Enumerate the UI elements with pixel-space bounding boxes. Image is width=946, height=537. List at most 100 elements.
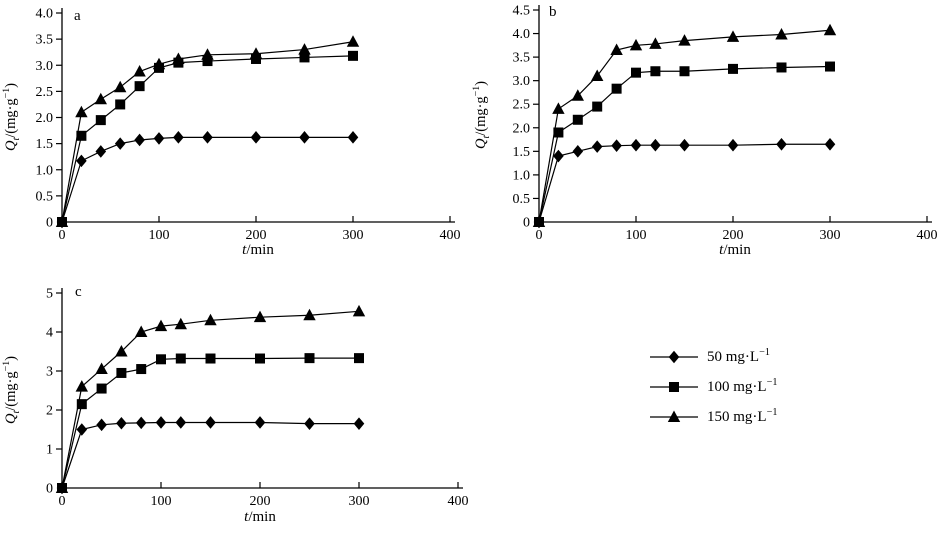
- x-tick-label: 200: [723, 228, 744, 243]
- legend-item-50: 50 mg·L−1: [650, 342, 777, 372]
- series-line-diamond: [61, 136, 353, 223]
- data-point-diamond: [304, 417, 315, 430]
- data-point-triangle: [610, 43, 623, 56]
- y-tick-label: 0: [523, 216, 530, 231]
- x-tick-label: 0: [536, 228, 543, 243]
- data-point-square: [156, 354, 166, 365]
- data-point-diamond: [353, 417, 365, 430]
- y-title-subscript: t: [480, 135, 492, 139]
- x-tick-label: 0: [59, 228, 66, 243]
- data-point-square: [136, 364, 147, 375]
- legend-item-150: 150 mg·L−1: [650, 402, 777, 432]
- x-tick-label: 300: [343, 228, 364, 243]
- legend-sample-triangle: [650, 410, 698, 422]
- data-point-triangle: [253, 310, 267, 323]
- y-tick-label: 3.0: [36, 59, 54, 74]
- data-point-diamond: [611, 139, 622, 152]
- y-title-symbol: Q: [3, 140, 19, 152]
- legend-item-100: 100 mg·L−1: [650, 372, 777, 402]
- x-axis-title-c: t/min: [160, 509, 360, 525]
- x-title-unit: /min: [723, 242, 751, 258]
- y-tick-label: 2.0: [36, 111, 54, 126]
- data-point-diamond: [776, 137, 787, 151]
- data-point-diamond: [553, 149, 564, 163]
- data-point-diamond: [572, 145, 584, 158]
- data-point-triangle: [571, 89, 584, 101]
- data-point-diamond: [175, 416, 187, 429]
- data-point-square: [728, 63, 738, 74]
- legend-label-text: 150 mg·L: [707, 408, 767, 425]
- data-point-diamond: [76, 154, 87, 168]
- data-point-diamond: [202, 131, 213, 144]
- subplot-b: 0 0.5 1.0 1.5 2.0 2.5 3.0 3.5 4.0 4.5 0 100 200 300 40…: [470, 0, 946, 265]
- data-point-diamond: [96, 418, 107, 432]
- data-point-diamond: [114, 137, 126, 150]
- data-point-triangle: [346, 35, 360, 47]
- legend-sample-diamond: [650, 350, 698, 364]
- data-point-diamond: [347, 131, 359, 144]
- data-point-square: [95, 115, 106, 126]
- y-title-unit: /(mg·g: [3, 371, 19, 411]
- x-axis-title-b: t/min: [635, 242, 835, 258]
- data-point-diamond: [95, 145, 107, 158]
- x-tick-label: 300: [349, 494, 370, 509]
- y-tick-label: 2.0: [513, 121, 531, 136]
- y-title-symbol: Q: [473, 138, 489, 150]
- data-point-diamond: [727, 138, 739, 152]
- square-marker-icon: [650, 379, 698, 395]
- data-point-square: [304, 353, 315, 364]
- data-point-triangle: [249, 47, 263, 59]
- y-tick-label: 4.0: [36, 7, 54, 22]
- legend-label: 50 mg·L−1: [707, 347, 770, 366]
- subplot-a: 0 0.5 1.0 1.5 2.0 2.5 3.0 3.5 4.0 0 100 200 300 400: [0, 0, 470, 265]
- data-point-triangle: [152, 57, 166, 70]
- data-point-square: [255, 353, 265, 364]
- data-point-triangle: [172, 52, 185, 64]
- data-point-diamond: [116, 416, 127, 430]
- y-axis-title-b: Qt/(mg·g−1): [471, 40, 492, 190]
- chart-canvas-a: 0 0.5 1.0 1.5 2.0 2.5 3.0 3.5 4.0 0 100 200 300 400: [36, 7, 461, 244]
- y-tick-label: 1.0: [36, 163, 54, 178]
- data-point-square: [631, 67, 641, 78]
- data-point-diamond: [824, 137, 836, 151]
- y-tick-label: 5: [46, 287, 53, 302]
- data-point-triangle: [75, 380, 88, 392]
- data-point-triangle: [629, 38, 643, 51]
- y-tick-label: 0.5: [36, 189, 54, 204]
- y-tick-label: 4.0: [513, 27, 531, 42]
- data-point-triangle: [678, 34, 691, 46]
- y-title-unit: /(mg·g: [3, 98, 19, 138]
- data-point-diamond: [134, 133, 145, 147]
- data-point-square: [354, 353, 364, 364]
- panel-label-c: c: [75, 284, 82, 300]
- series-line-triangle: [538, 29, 831, 223]
- data-point-square: [592, 101, 603, 112]
- legend-label: 100 mg·L−1: [707, 377, 777, 396]
- data-point-triangle: [532, 215, 546, 227]
- y-tick-label: 4.5: [513, 4, 531, 19]
- x-title-unit: /min: [246, 242, 274, 258]
- data-point-square: [115, 99, 126, 110]
- chart-canvas-b: 0 0.5 1.0 1.5 2.0 2.5 3.0 3.5 4.0 4.5 0 100 200 300 40…: [513, 4, 938, 244]
- x-tick-label: 200: [246, 228, 267, 243]
- data-point-square: [650, 66, 661, 77]
- data-point-triangle: [135, 325, 148, 337]
- data-point-triangle: [726, 30, 740, 42]
- data-point-diamond: [591, 140, 603, 153]
- subplot-c: 0 1 2 3 4 5 0 100 200 300 400: [0, 268, 480, 533]
- x-axis-title-a: t/min: [158, 242, 358, 258]
- data-point-triangle: [591, 69, 604, 81]
- y-title-symbol: Q: [3, 413, 19, 425]
- data-point-triangle: [775, 27, 788, 40]
- y-axis-title-c: Qt/(mg·g−1): [1, 315, 22, 465]
- data-point-triangle: [75, 105, 88, 118]
- data-point-square: [76, 130, 87, 141]
- data-point-square: [348, 50, 358, 61]
- data-point-triangle: [201, 48, 214, 60]
- data-point-diamond: [173, 131, 184, 144]
- chart-canvas-c: 0 1 2 3 4 5 0 100 200 300 400: [46, 287, 469, 510]
- panel-label-b: b: [549, 4, 557, 20]
- y-title-close: ): [473, 80, 489, 86]
- data-point-triangle: [133, 65, 146, 77]
- x-tick-label: 200: [250, 494, 271, 509]
